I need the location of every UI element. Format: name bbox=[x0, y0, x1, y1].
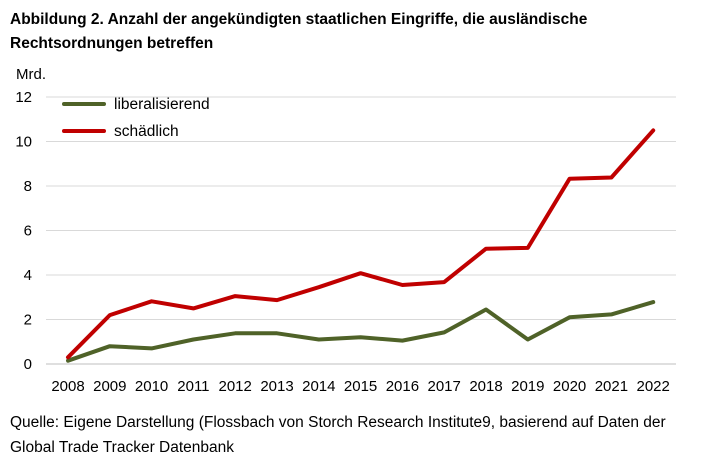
chart-title: Abbildung 2. Anzahl der angekündigten st… bbox=[10, 11, 588, 52]
y-tick-label: 12 bbox=[15, 89, 32, 106]
series-line-liberalisierend bbox=[66, 300, 656, 363]
x-tick-label: 2014 bbox=[302, 378, 335, 395]
series-line-schädlich bbox=[66, 128, 656, 360]
y-tick-label: 0 bbox=[24, 356, 32, 373]
x-axis: 2008 2009 2010 2011 2012 2013 2014 2015 2016 2017… bbox=[46, 363, 676, 395]
y-axis-unit-label: Mrd. bbox=[16, 66, 46, 83]
series-lines bbox=[66, 128, 656, 363]
y-tick-label: 8 bbox=[24, 178, 32, 195]
x-tick-label: 2011 bbox=[177, 378, 209, 395]
x-tick-label: 2022 bbox=[637, 378, 670, 395]
y-tick-label: 10 bbox=[15, 134, 32, 151]
gridlines bbox=[46, 96, 676, 320]
x-tick-label: 2013 bbox=[260, 378, 293, 395]
x-tick-label: 2008 bbox=[51, 378, 84, 395]
x-tick-label: 2017 bbox=[428, 378, 461, 395]
x-tick-label: 2020 bbox=[553, 378, 586, 395]
source-caption: Quelle: Eigene Darstellung (Flossbach vo… bbox=[10, 414, 666, 456]
x-tick-label: 2018 bbox=[469, 378, 502, 395]
legend-label: liberalisierend bbox=[114, 96, 210, 113]
legend-label: schädlich bbox=[114, 123, 179, 140]
y-tick-label: 6 bbox=[24, 223, 32, 240]
legend: liberalisierend schädlich bbox=[62, 96, 210, 140]
y-tick-label: 2 bbox=[24, 312, 32, 329]
x-tick-label: 2012 bbox=[219, 378, 252, 395]
x-tick-label: 2019 bbox=[511, 378, 544, 395]
x-tick-label: 2010 bbox=[135, 378, 168, 395]
y-axis: 0 2 4 6 8 10 12 Mrd. bbox=[15, 66, 46, 373]
x-tick-label: 2021 bbox=[595, 378, 628, 395]
x-tick-label: 2009 bbox=[93, 378, 126, 395]
y-tick-label: 4 bbox=[24, 267, 32, 284]
x-tick-label: 2015 bbox=[344, 378, 377, 395]
x-tick-label: 2016 bbox=[386, 378, 419, 395]
